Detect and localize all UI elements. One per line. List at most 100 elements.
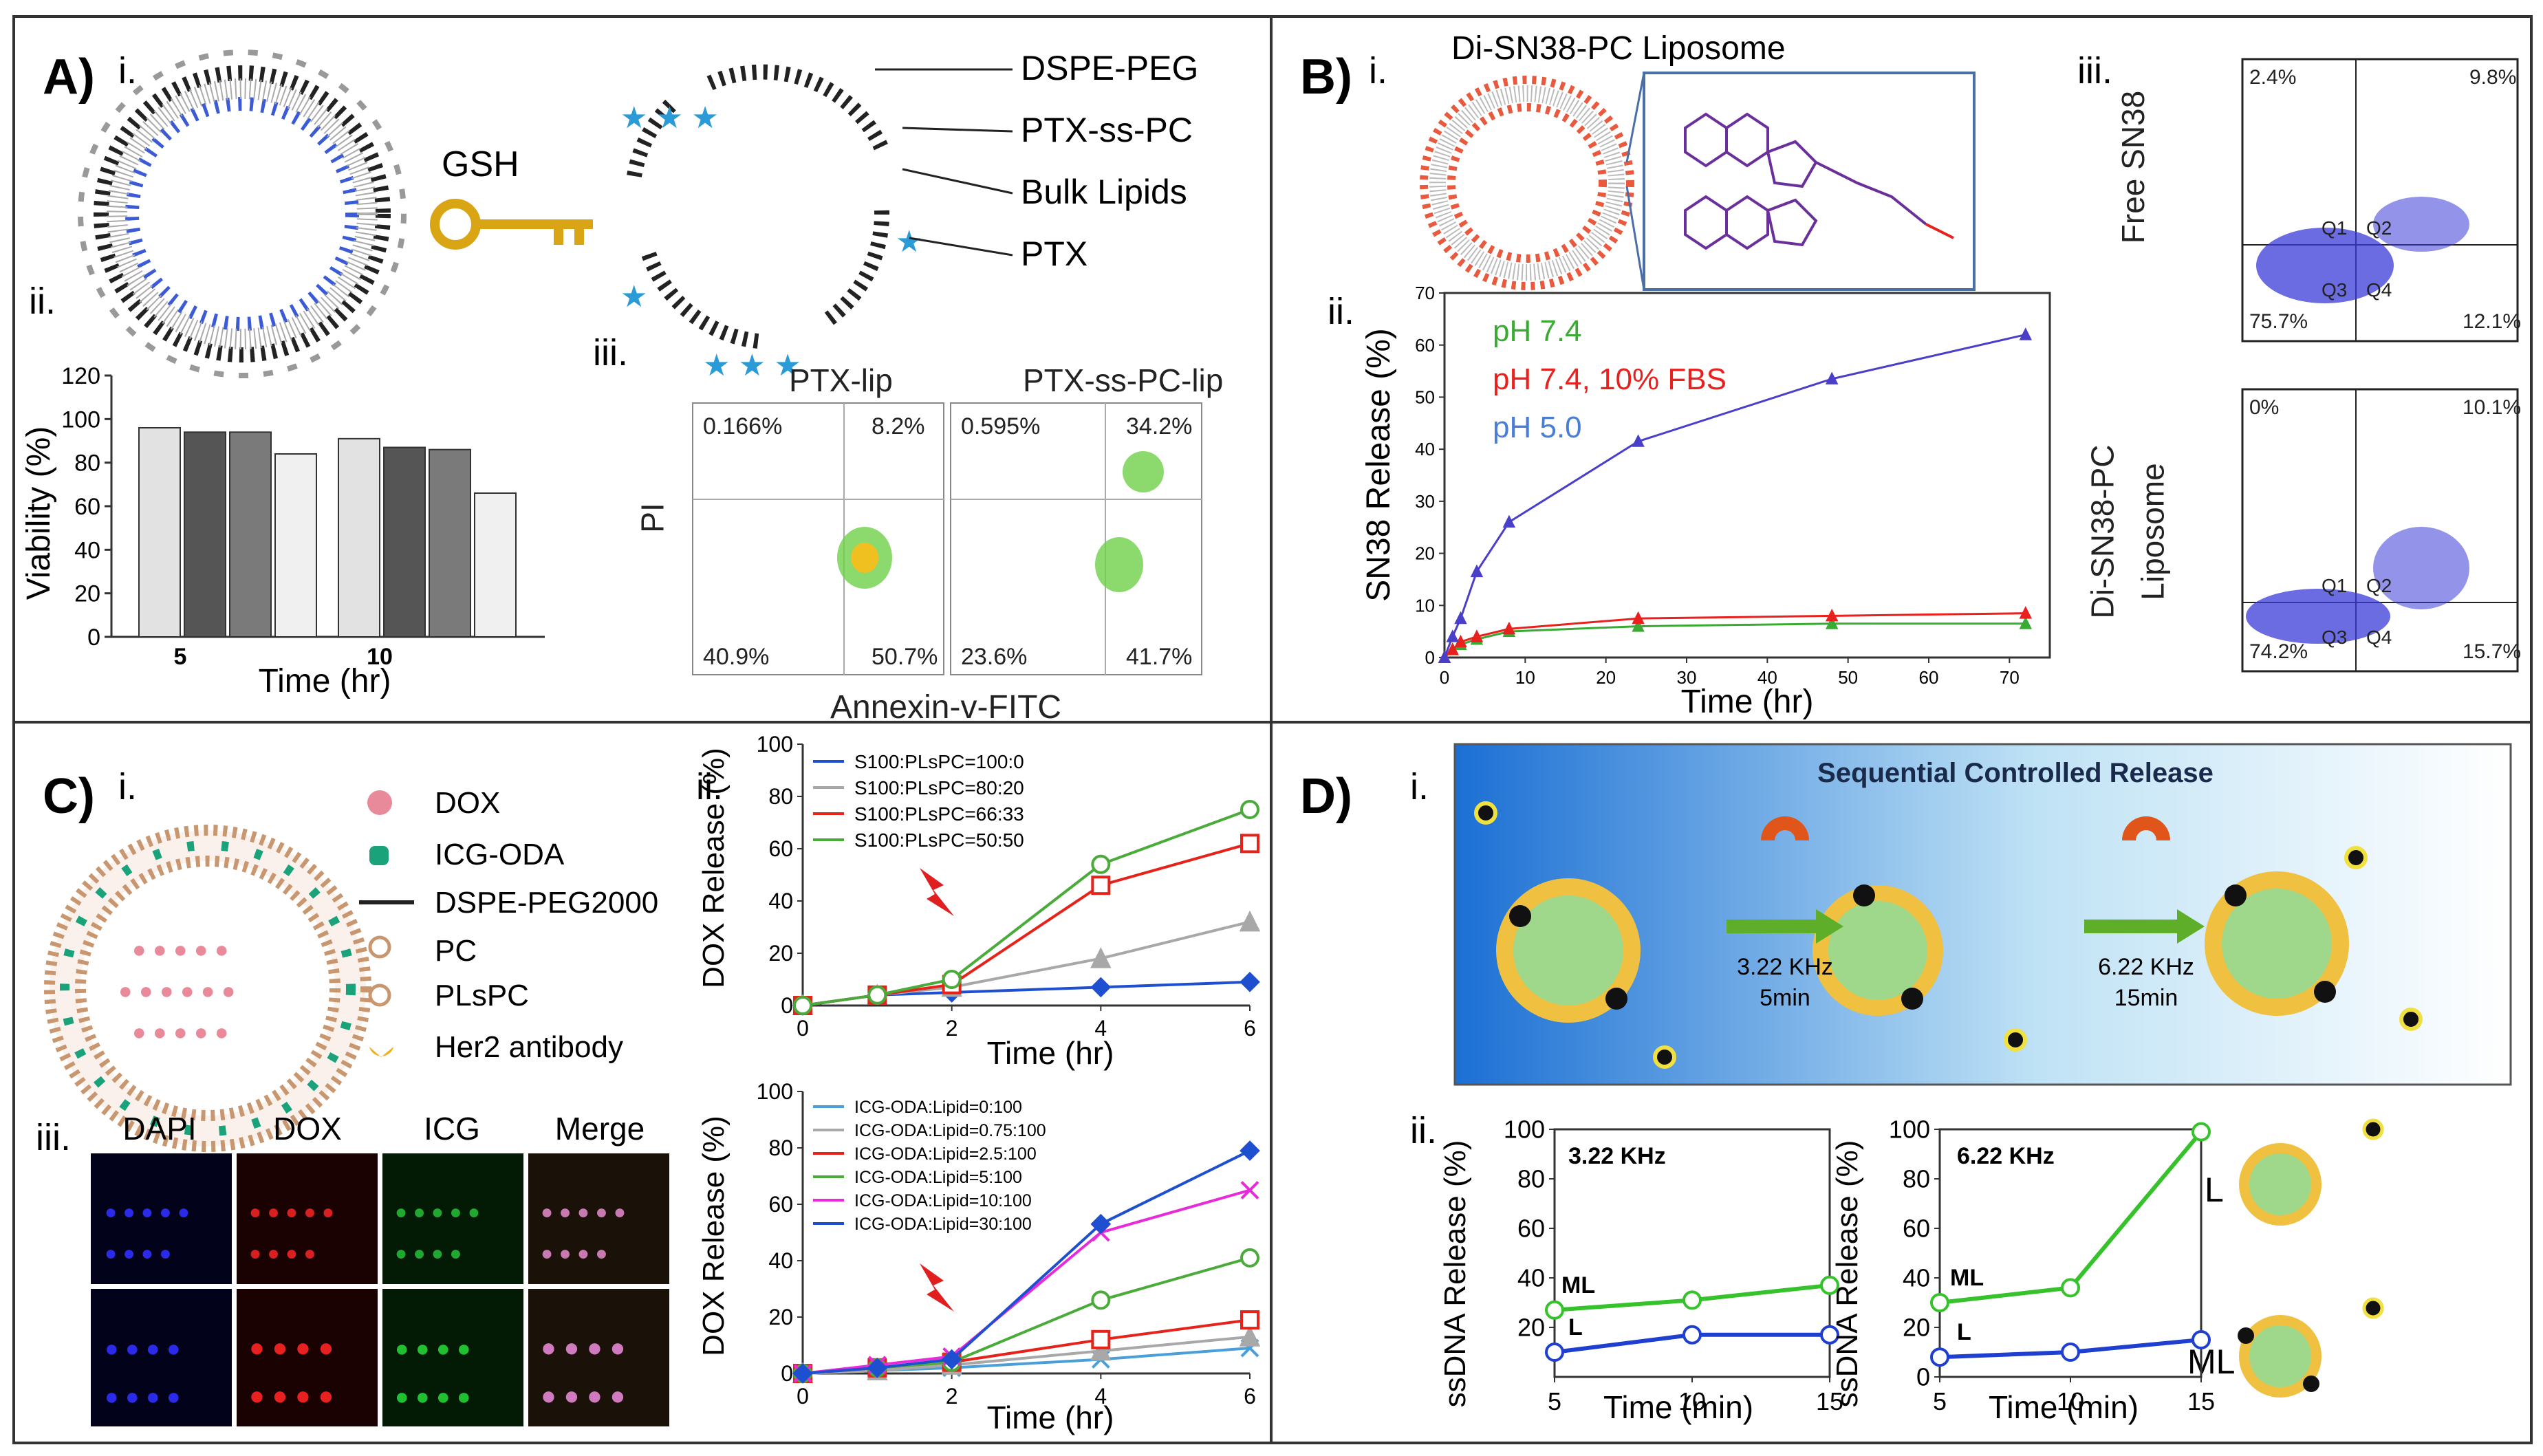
viability-group-label: 5 — [174, 644, 187, 670]
ssdna-release-chart-left: ssDNA Release (%) Time (min) 20 40 60 80 100… — [1438, 1116, 1843, 1425]
panel-c-legend: DOX ICG-ODA DSPE-PEG2000 PC PLsPC Her2 a… — [359, 786, 658, 1064]
c-bot-ylabel: DOX Release (%) — [697, 1116, 731, 1356]
B-ii-point — [2019, 606, 2033, 619]
key-icon — [430, 199, 593, 250]
flow-b-cluster-1b — [2373, 197, 2469, 252]
micro-header-merge: Merge — [555, 1111, 645, 1147]
B-ii-ytick-label: 30 — [1415, 491, 1435, 512]
B-ii-point — [1470, 564, 1484, 578]
flow-b-1-q4: Q4 — [2366, 279, 2392, 301]
D-ii-left-ytick-label: 80 — [1517, 1165, 1545, 1193]
d-left-ylabel: ssDNA Release (%) — [1438, 1140, 1472, 1408]
B-ii-ytick-label: 40 — [1415, 439, 1435, 459]
micro-headers: DAPI DOX ICG Merge — [122, 1111, 645, 1147]
sn38-release-chart: SN38 Release (%) Time (hr) 0 10 20 30 40 50 60… — [1362, 283, 2051, 719]
flow-a-xlabel: Annexin-v-FITC — [830, 689, 1062, 726]
b-chart-ylabel: SN38 Release (%) — [1362, 328, 1397, 602]
D-ii-left-xtick-label: 10 — [1678, 1387, 1706, 1415]
d-left-xlabel: Time (min) — [1603, 1389, 1753, 1425]
gsh-label: GSH — [442, 144, 519, 184]
D-ii-right-xtick-label: 5 — [1933, 1387, 1947, 1415]
panel-a-sub-ii: ii. — [29, 281, 56, 322]
B-ii-point — [1632, 611, 1645, 624]
legend-icg-oda: ICG-ODA — [435, 838, 565, 871]
viability-bar — [184, 431, 226, 638]
panel-c-sub-i: i. — [118, 766, 137, 807]
C-ii-bottom-ytick-label: 100 — [757, 1079, 793, 1104]
D-ii-left-point — [1682, 1290, 1702, 1310]
magnet-icon-1 — [1761, 816, 1809, 840]
legend-pc: PC — [435, 934, 477, 968]
viability-ytick-label: 20 — [74, 581, 100, 607]
flow-b-1-ul: 2.4% — [2249, 66, 2297, 89]
step1-time: 5min — [1760, 985, 1810, 1011]
D-ii-right-ytick-label: 100 — [1889, 1116, 1930, 1144]
viability-ytick-label: 60 — [74, 494, 100, 520]
svg-text:● ● ● ● ● ●: ● ● ● ● ● ● — [118, 978, 235, 1004]
c-top-xlabel: Time (hr) — [987, 1035, 1114, 1071]
panel-a: A) i. GSH ★ ★ ★ ★ ★ ★ ★ ★ DSP — [12, 15, 1273, 726]
d-right-xlabel: Time (min) — [1989, 1389, 2139, 1425]
B-ii-xtick-label: 50 — [1838, 667, 1858, 688]
flow-b-2-q2: Q2 — [2366, 575, 2392, 596]
viability-bar — [229, 431, 272, 638]
d-left-ml-label: ML — [1561, 1272, 1595, 1299]
micro-header-dox: DOX — [273, 1111, 342, 1147]
svg-text:● ● ● ● ●: ● ● ● ● ● — [249, 1201, 334, 1224]
arrow-step-2 — [2084, 909, 2205, 944]
viability-ytick-label: 120 — [61, 363, 100, 389]
panel-c-svg: C) i. ● ● ● ● ● ● ● ● ● ● ● ● ● ● ● ● DO… — [36, 766, 723, 1426]
svg-text:● ● ● ●: ● ● ● ● — [105, 1384, 180, 1410]
svg-text:● ● ● ●: ● ● ● ● — [541, 1382, 625, 1411]
C-ii-bottom-ytick-label: 20 — [768, 1305, 793, 1329]
legend-particles — [2238, 1118, 2384, 1398]
panel-a-letter: A) — [43, 50, 95, 105]
step2-time: 15min — [2114, 985, 2178, 1011]
flow-a-2-ll: 23.6% — [961, 644, 1028, 670]
viability-bar — [474, 492, 517, 638]
B-ii-xtick-label: 70 — [2000, 667, 2020, 688]
C-ii-bottom-point — [1091, 1290, 1111, 1310]
micro-merge-1 — [528, 1153, 669, 1284]
flow-a-frame-1 — [692, 402, 944, 675]
B-ii-point — [1825, 608, 1839, 622]
D-ii-right-point — [2192, 1122, 2211, 1142]
flow-b-cluster-2a — [2246, 589, 2390, 644]
icg-oda-icon — [369, 846, 389, 865]
C-ii-top-point — [1090, 977, 1112, 998]
flow-a-2-lr: 41.7% — [1126, 644, 1193, 670]
C-ii-top-point — [793, 996, 812, 1015]
micro-dox-2 — [237, 1289, 378, 1426]
C-ii-top-point — [1240, 971, 1260, 992]
micro-dox-1 — [237, 1153, 378, 1284]
laser-icon — [920, 868, 954, 916]
viability-xlabel: Time (hr) — [259, 663, 391, 699]
svg-text:● ● ● ●: ● ● ● ● — [105, 1242, 172, 1265]
C-ii-top-point — [1091, 876, 1111, 895]
dox-release-chart-top: DOX Release (%) Time (hr) 0 20 40 60 80 100 0 2… — [697, 732, 1261, 1071]
svg-text:● ● ● ●: ● ● ● ● — [395, 1384, 470, 1410]
d-right-ylabel: ssDNA Release (%) — [1830, 1140, 1864, 1408]
D-ii-right-ytick-label: 0 — [1916, 1363, 1930, 1391]
ssdna-release-chart-right: ssDNA Release (%) Time (min) 0 20 40 60 80 10… — [1830, 1116, 2215, 1425]
D-ii-left-point — [1820, 1275, 1839, 1295]
disrupted-liposome: ★ ★ ★ ★ ★ ★ ★ ★ — [620, 64, 922, 382]
svg-text:● ● ● ●: ● ● ● ● — [541, 1242, 608, 1265]
D-ii-right-point — [2192, 1330, 2211, 1349]
sn38-liposome — [1420, 76, 1634, 290]
svg-text:● ● ● ●: ● ● ● ● — [249, 1382, 334, 1411]
flow-b-2-q4: Q4 — [2366, 627, 2392, 648]
B-ii-ytick-label: 0 — [1425, 647, 1435, 668]
B-ii-point — [2019, 616, 2033, 629]
svg-text:★: ★ — [620, 280, 647, 314]
panel-a-svg: A) i. GSH ★ ★ ★ ★ ★ ★ ★ ★ DSP — [29, 49, 1198, 382]
b-legend-ph50: pH 5.0 — [1493, 411, 1582, 444]
c-bot-legend-label: ICG-ODA:Lipid=0:100 — [854, 1098, 1022, 1117]
C-ii-bottom-point — [1240, 1140, 1260, 1161]
C-ii-bottom-point — [1240, 1248, 1259, 1268]
C-ii-bottom-xtick-label: 2 — [946, 1384, 958, 1409]
legend-dspe-peg2000: DSPE-PEG2000 — [435, 886, 658, 920]
C-ii-bottom-ytick-label: 60 — [768, 1192, 793, 1217]
panel-d-sub-ii: ii. — [1410, 1110, 1437, 1151]
svg-text:● ● ● ●: ● ● ● ● — [395, 1242, 462, 1265]
